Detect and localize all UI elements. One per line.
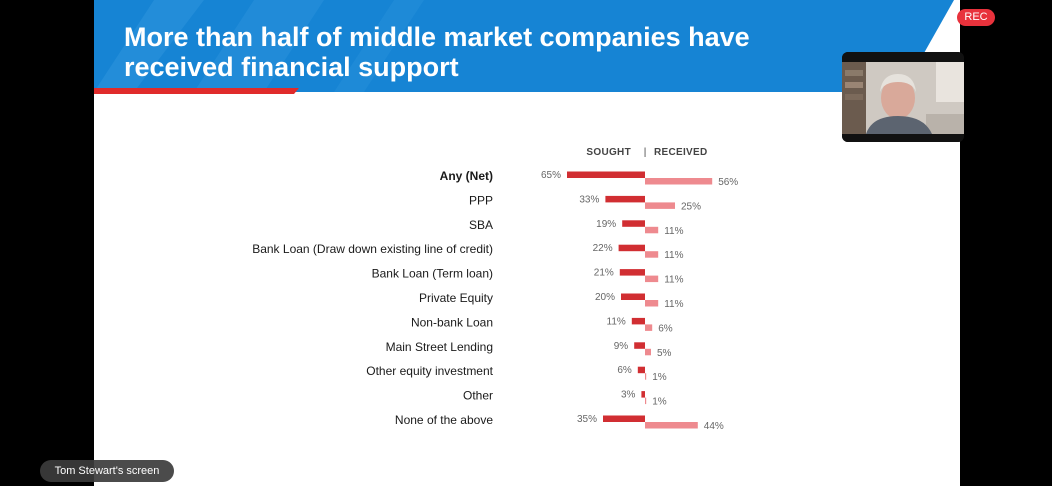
category-label: Private Equity bbox=[419, 291, 493, 305]
sought-value-label: 22% bbox=[593, 243, 613, 254]
category-label: Bank Loan (Term loan) bbox=[372, 267, 493, 281]
slide-title-line-1: More than half of middle market companie… bbox=[124, 22, 750, 52]
sought-bar bbox=[631, 317, 645, 325]
received-value-label: 1% bbox=[652, 397, 667, 408]
received-bar bbox=[645, 348, 651, 356]
received-value-label: 6% bbox=[658, 323, 673, 334]
sought-value-label: 19% bbox=[596, 219, 616, 230]
participant-video-feed bbox=[842, 52, 964, 142]
received-bar bbox=[645, 300, 659, 307]
sought-bar bbox=[621, 293, 645, 300]
received-bar bbox=[645, 251, 659, 258]
title-banner bbox=[94, 0, 954, 94]
received-value-label: 25% bbox=[681, 201, 701, 212]
received-bar bbox=[645, 373, 647, 380]
participant-video-tile[interactable] bbox=[842, 52, 964, 142]
category-label: None of the above bbox=[395, 413, 493, 427]
received-bar bbox=[645, 275, 659, 283]
sought-value-label: 11% bbox=[607, 316, 626, 327]
header-received: RECEIVED bbox=[654, 147, 708, 158]
sought-bar bbox=[605, 195, 645, 203]
received-value-label: 1% bbox=[652, 372, 667, 383]
header-sought: SOUGHT bbox=[586, 147, 631, 158]
sought-value-label: 6% bbox=[617, 365, 632, 376]
sought-value-label: 21% bbox=[594, 268, 614, 279]
received-bar bbox=[645, 178, 713, 185]
sought-value-label: 9% bbox=[614, 341, 629, 352]
sought-bar bbox=[622, 220, 645, 227]
sought-value-label: 3% bbox=[621, 390, 636, 401]
category-label: Other bbox=[463, 389, 493, 403]
received-value-label: 11% bbox=[664, 226, 683, 237]
screen-share-label: Tom Stewart's screen bbox=[40, 460, 174, 482]
category-label: Main Street Lending bbox=[386, 340, 493, 354]
received-bar bbox=[645, 202, 675, 209]
sought-bar bbox=[619, 269, 645, 276]
received-bar bbox=[645, 324, 653, 331]
sought-value-label: 35% bbox=[577, 414, 597, 425]
sought-value-label: 33% bbox=[579, 194, 599, 205]
sought-bar bbox=[567, 171, 645, 178]
category-label: Any (Net) bbox=[440, 169, 493, 183]
received-bar bbox=[645, 226, 659, 234]
category-label: Other equity investment bbox=[366, 364, 493, 378]
slide-title: More than half of middle market companie… bbox=[124, 22, 824, 82]
category-label: Non-bank Loan bbox=[411, 315, 493, 329]
received-value-label: 11% bbox=[664, 250, 683, 261]
sought-bar bbox=[603, 415, 645, 422]
header-separator: | bbox=[644, 147, 647, 158]
category-label: SBA bbox=[469, 218, 493, 232]
received-value-label: 44% bbox=[704, 421, 724, 432]
sought-bar bbox=[634, 342, 645, 349]
presentation-slide: More than half of middle market companie… bbox=[94, 0, 960, 486]
sought-value-label: 65% bbox=[541, 170, 561, 181]
sought-bar bbox=[637, 366, 645, 374]
received-value-label: 11% bbox=[664, 299, 683, 310]
received-value-label: 5% bbox=[657, 348, 672, 359]
recording-badge: REC bbox=[957, 9, 995, 26]
sought-value-label: 20% bbox=[595, 292, 615, 303]
diverging-bar-chart: SOUGHT | RECEIVED Any (Net) 65% 56% PPP 33% 25% S… bbox=[252, 147, 738, 432]
received-value-label: 56% bbox=[718, 177, 738, 188]
sought-bar bbox=[618, 244, 645, 252]
received-bar bbox=[645, 422, 698, 429]
received-bar bbox=[645, 397, 647, 405]
slide-title-line-2: received financial support bbox=[124, 52, 459, 82]
category-label: Bank Loan (Draw down existing line of cr… bbox=[252, 242, 493, 256]
category-label: PPP bbox=[469, 193, 493, 207]
sought-bar bbox=[641, 391, 645, 398]
received-value-label: 11% bbox=[664, 275, 683, 286]
